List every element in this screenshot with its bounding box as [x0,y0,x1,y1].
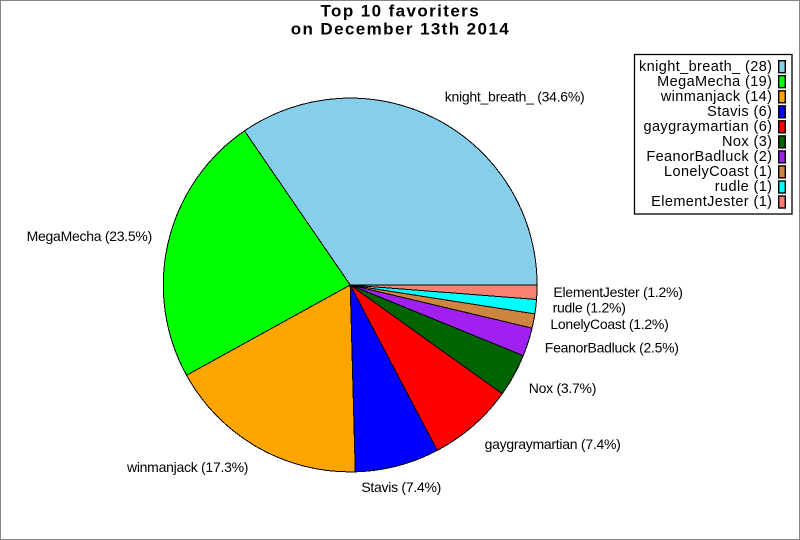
svg-text:knight_breath_ (34.6%): knight_breath_ (34.6%) [445,89,585,105]
svg-text:FeanorBadluck (2): FeanorBadluck (2) [646,149,772,165]
svg-text:winmanjack (14): winmanjack (14) [660,89,773,105]
svg-text:ElementJester (1): ElementJester (1) [651,194,772,210]
svg-text:MegaMecha (23.5%): MegaMecha (23.5%) [27,228,152,244]
svg-text:Nox (3): Nox (3) [722,134,772,150]
svg-text:rudle (1.2%): rudle (1.2%) [553,300,626,316]
svg-text:Stavis (7.4%): Stavis (7.4%) [361,479,441,495]
svg-text:LonelyCoast (1.2%): LonelyCoast (1.2%) [550,316,668,332]
svg-text:FeanorBadluck (2.5%): FeanorBadluck (2.5%) [545,340,679,356]
svg-text:gaygraymartian (7.4%): gaygraymartian (7.4%) [485,436,621,452]
svg-text:winmanjack (17.3%): winmanjack (17.3%) [126,459,248,475]
svg-text:Top 10 favoriters: Top 10 favoriters [321,2,481,21]
svg-text:Stavis (6): Stavis (6) [707,104,772,120]
svg-text:gaygraymartian (6): gaygraymartian (6) [644,119,773,135]
svg-text:rudle (1): rudle (1) [715,179,773,195]
svg-text:ElementJester (1.2%): ElementJester (1.2%) [553,284,682,300]
svg-text:LonelyCoast (1): LonelyCoast (1) [664,164,772,180]
svg-text:Nox (3.7%): Nox (3.7%) [529,380,596,396]
svg-text:knight_breath_ (28): knight_breath_ (28) [639,59,772,75]
svg-text:MegaMecha (19): MegaMecha (19) [657,74,772,90]
svg-text:on December 13th 2014: on December 13th 2014 [291,20,510,39]
